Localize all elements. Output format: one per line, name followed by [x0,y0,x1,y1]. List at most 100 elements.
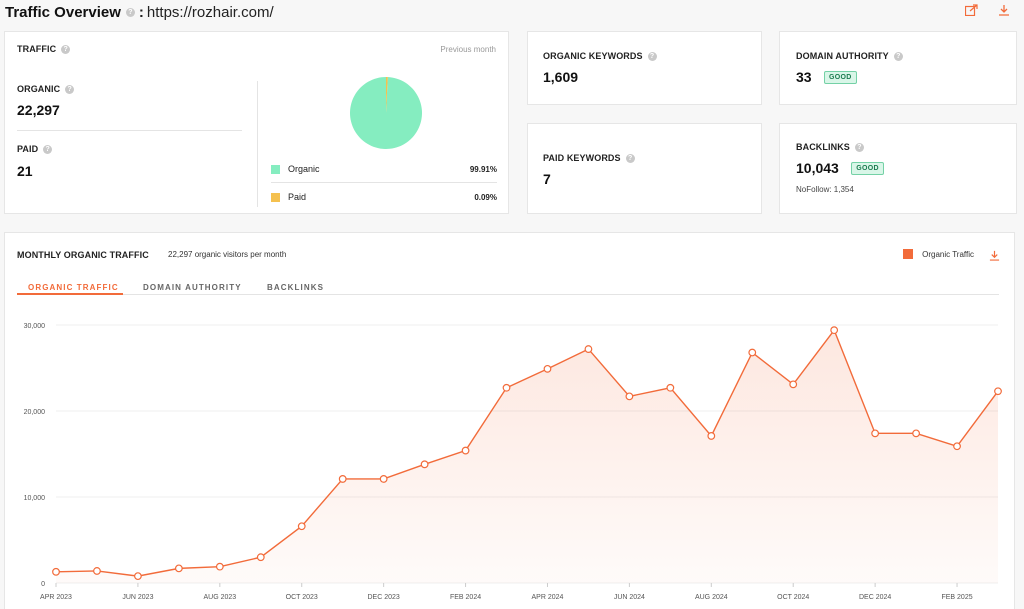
organic-keywords-card: Organic Keywords? 1,609 [527,31,762,105]
traffic-pie-chart [350,77,422,149]
organic-label: Organic? [17,84,75,95]
nofollow-count: NoFollow: 1,354 [796,185,854,194]
help-icon[interactable]: ? [625,154,635,164]
data-point [994,387,1002,396]
legend-paid-percent: 0.09% [474,192,497,202]
domain-authority-row: 33 GOOD [796,69,857,87]
x-tick-label: OCT 2023 [286,594,318,601]
legend-organic-percent: 99.91% [469,164,497,174]
legend-organic-label: Organic [288,164,320,174]
share-export-icon[interactable] [964,4,978,18]
legend-swatch [903,249,914,259]
pie-slice-paid [386,77,388,113]
x-tick-label: JUN 2023 [122,594,153,601]
status-badge: GOOD [824,71,857,85]
download-icon[interactable] [998,4,1010,18]
data-point [134,572,142,581]
data-point [461,446,470,455]
data-point [52,567,60,576]
paid-keywords-label: Paid Keywords? [543,153,635,164]
divider [17,130,242,131]
data-point [830,326,839,335]
organic-swatch [271,164,280,174]
series-area [56,330,998,583]
data-point [297,522,306,531]
help-icon[interactable]: ? [43,145,53,155]
paid-keywords-card: Paid Keywords? 7 [527,123,762,214]
domain-url: https://rozhair.com/ [146,3,274,21]
x-tick-label: APR 2024 [532,594,564,601]
tab-backlinks[interactable]: Backlinks [267,283,325,292]
data-point [174,564,183,573]
data-point [420,460,429,469]
data-point [625,392,634,401]
monthly-traffic-card: Monthly Organic Traffic 22,297 organic v… [4,232,1015,609]
x-tick-label: OCT 2024 [777,594,809,601]
organic-keywords-value: 1,609 [543,69,579,85]
x-tick-label: AUG 2023 [203,594,236,601]
help-icon[interactable]: ? [65,85,75,95]
data-point [379,475,388,483]
help-icon[interactable]: ? [647,52,657,62]
chart-tabs: Organic Traffic Domain Authority Backlin… [17,281,999,295]
y-tick-label: 0 [41,581,45,588]
paid-swatch [271,192,280,202]
paid-keywords-value: 7 [543,171,551,187]
paid-label: Paid? [17,144,53,155]
series-line [55,328,999,577]
chart-download-icon[interactable] [989,248,1000,266]
tab-domain-authority[interactable]: Domain Authority [143,283,242,292]
x-tick-label: DEC 2024 [859,594,891,601]
active-tab-indicator [17,293,123,295]
legend-paid: Paid 0.09% [271,192,497,202]
backlinks-value: 10,043 [796,160,839,176]
backlinks-row: 10,043 GOOD [796,160,884,178]
data-point [666,383,675,392]
title-separator: : [138,3,144,21]
y-tick-label: 20,000 [24,409,46,416]
data-point [215,562,224,571]
data-point [338,475,347,483]
help-icon[interactable]: ? [854,143,864,153]
data-point [93,567,101,575]
y-tick-label: 10,000 [24,495,46,502]
help-icon[interactable]: ? [125,7,135,17]
period-label: Previous month [440,45,496,54]
legend-paid-label: Paid [288,192,307,202]
page-title: Traffic Overview [5,3,121,21]
help-icon[interactable]: ? [61,45,71,55]
domain-authority-card: Domain Authority? 33 GOOD [779,31,1017,105]
organic-traffic-chart: 0 10,000 20,000 30,000 APR 2023 JUN 2023 AUG 2… [24,323,1002,601]
header-actions [964,4,1010,18]
traffic-label: Traffic? [17,44,71,55]
domain-authority-value: 33 [796,69,812,85]
legend-label: Organic Traffic [922,249,974,259]
data-point [789,380,798,389]
help-icon[interactable]: ? [893,52,903,62]
data-point [912,429,920,438]
data-point [543,364,552,373]
organic-keywords-label: Organic Keywords? [543,51,657,62]
monthly-title: Monthly Organic Traffic [17,250,149,260]
monthly-subtitle: 22,297 organic visitors per month [168,250,287,259]
x-tick-label: AUG 2024 [695,594,728,601]
traffic-card: Traffic? Previous month Organic? 22,297 … [4,31,509,214]
x-tick-label: DEC 2023 [368,594,400,601]
organic-value: 22,297 [17,102,60,118]
data-point [707,432,716,440]
x-tick-label: APR 2023 [40,594,72,601]
backlinks-card: Backlinks? 10,043 GOOD NoFollow: 1,354 [779,123,1017,214]
data-point [871,429,880,438]
data-point [256,553,265,562]
data-point [953,442,961,451]
status-badge: GOOD [851,162,884,176]
x-tick-label: JUN 2024 [614,594,645,601]
paid-value: 21 [17,163,33,179]
tab-organic-traffic[interactable]: Organic Traffic [28,283,119,292]
data-point [502,383,511,392]
domain-authority-label: Domain Authority? [796,51,903,62]
x-tick-label: FEB 2025 [941,594,972,601]
chart-legend: Organic Traffic [903,249,974,259]
page-header: Traffic Overview ? : https://rozhair.com… [5,3,274,21]
x-tick-label: FEB 2024 [450,594,481,601]
